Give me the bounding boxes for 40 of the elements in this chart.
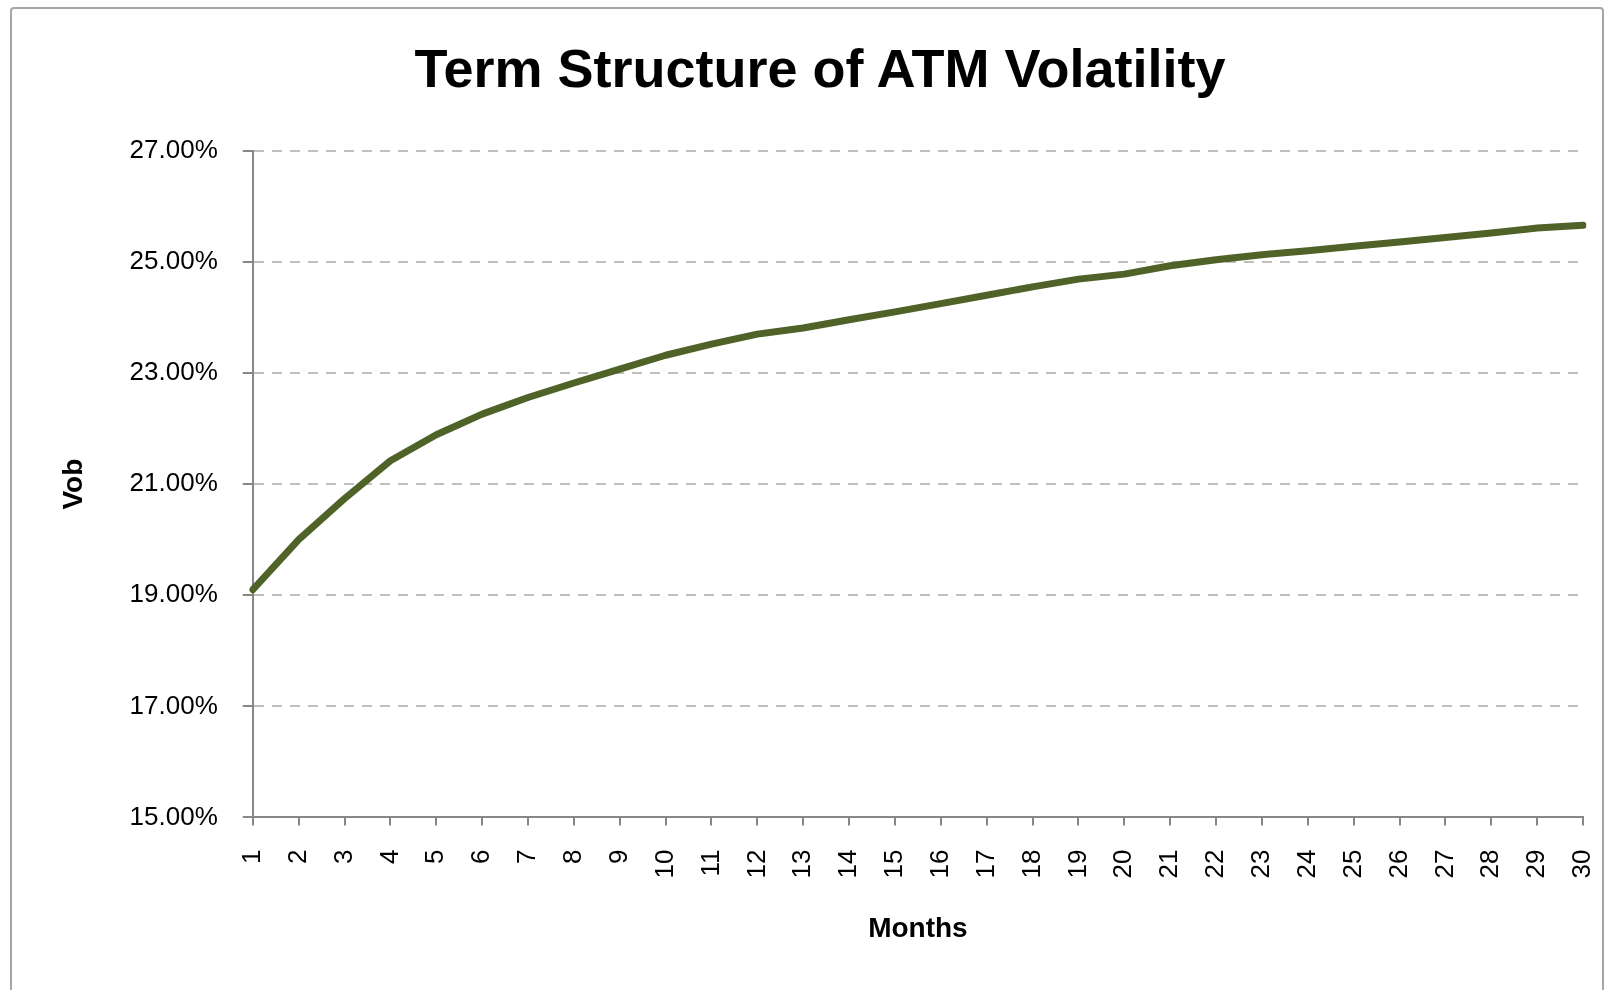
x-tick-label: 15 [878,849,909,879]
x-tick-label: 14 [832,849,863,879]
x-tick-label: 20 [1107,849,1138,879]
x-tick-label: 19 [1061,849,1092,879]
x-tick-label: 17 [969,849,1000,879]
x-tick-label: 7 [511,849,542,864]
x-tick-label: 16 [924,849,954,879]
y-tick-label: 17.00% [129,689,218,720]
chart-title: Term Structure of ATM Volatility [414,38,1226,99]
x-tick-label: 12 [740,849,771,879]
x-tick-label: 1 [235,849,266,864]
x-tick-label: 27 [1428,849,1459,879]
y-tick-label: 25.00% [129,245,218,276]
x-tick-label: 10 [648,849,679,879]
x-tick-label: 2 [281,849,312,864]
x-tick-label: 22 [1199,849,1230,879]
x-tick-label: 28 [1474,849,1505,879]
y-tick-label: 21.00% [129,467,218,498]
y-tick-label: 15.00% [129,800,218,831]
x-tick-label: 29 [1520,849,1551,879]
y-tick-label: 23.00% [129,356,218,387]
x-tick-label: 3 [327,849,358,864]
y-axis-title: Vob [56,458,88,510]
x-tick-label: 21 [1153,849,1184,879]
x-tick-label: 8 [557,849,588,864]
x-tick-label: 18 [1015,849,1046,879]
y-tick-label: 19.00% [129,578,218,609]
x-tick-label: 26 [1382,849,1413,879]
x-tick-label: 9 [602,849,633,864]
x-tick-label: 11 [694,849,725,877]
x-tick-label: 4 [373,849,404,864]
x-tick-label: 30 [1566,849,1597,879]
x-tick-label: 24 [1290,849,1321,879]
x-tick-label: 5 [419,849,450,864]
y-tick-label: 27.00% [129,133,218,164]
x-tick-label: 23 [1245,849,1276,879]
x-tick-label: 13 [786,849,817,879]
x-axis-title: Months [868,911,968,943]
x-tick-label: 25 [1336,849,1367,879]
x-tick-label: 6 [465,849,496,864]
